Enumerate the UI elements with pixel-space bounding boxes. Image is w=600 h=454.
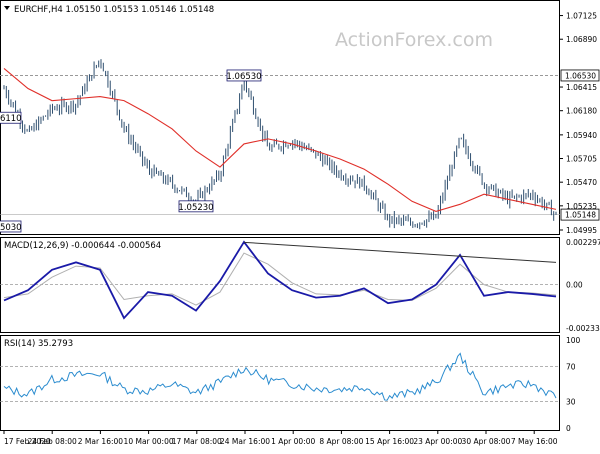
macd-y-tick-label: 0.00: [566, 281, 583, 290]
price-annotation-label: 1.06530: [226, 72, 261, 82]
rsi-panel-frame: [0, 335, 560, 431]
collapse-triangle-icon[interactable]: [4, 6, 10, 10]
price-y-tick-label: 1.05940: [566, 131, 597, 140]
price-y-tick-label: 1.06890: [566, 35, 597, 44]
macd-y-tick-label: -0.002336: [566, 324, 600, 333]
macd-y-tick-label: 0.002297: [566, 238, 600, 247]
price-panel-title: EURCHF,H4 1.05150 1.05153 1.05146 1.0514…: [14, 5, 214, 15]
price-panel-frame: [0, 0, 560, 235]
price-axis-box: [560, 208, 600, 221]
x-tick-label: 17 Feb 2020: [4, 437, 51, 446]
axis-layer: 1.07125 1.06890 1.06415 1.06180 1.05940 1.057…: [3, 12, 600, 446]
rsi-y-tick-label: 100: [566, 336, 581, 345]
price-axis-box-label: 1.05148: [565, 211, 596, 220]
x-tick-label: 17 Mar 08:00: [172, 437, 222, 446]
rsi-y-tick-label: 0: [566, 424, 571, 433]
price-y-tick-label: 1.05235: [566, 202, 597, 211]
x-tick-label: 24 Feb 08:00: [28, 437, 77, 446]
watermark: ActionForex.com: [335, 29, 493, 51]
price-annotation-box: [178, 200, 214, 213]
price-y-tick-label: 1.06415: [566, 83, 597, 92]
price-annotation-label: 1.05230: [178, 203, 213, 213]
macd-main-line: [3, 240, 557, 320]
price-y-tick-label: 1.05705: [566, 155, 597, 164]
macd-trendline: [243, 241, 557, 263]
moving-average-line: [3, 67, 557, 212]
price-y-tick-label: 1.07125: [566, 12, 597, 21]
price-axis-box: [560, 69, 600, 82]
x-tick-label: 2 Mar 16:00: [78, 437, 124, 446]
x-tick-label: 15 Apr 16:00: [365, 437, 414, 446]
rsi-panel-title: RSI(14) 35.2793: [4, 339, 73, 349]
price-annotation-box: [0, 220, 22, 233]
x-tick-label: 24 Mar 16:00: [220, 437, 270, 446]
price-y-tick-label: 1.05470: [566, 178, 597, 187]
macd-layer: [0, 240, 560, 320]
rsi-layer: [0, 352, 560, 403]
price-annotation-box: [0, 111, 22, 124]
rsi-line: [3, 352, 557, 401]
price-y-tick-label: 1.06180: [566, 107, 597, 116]
x-tick-label: 30 Apr 08:00: [462, 437, 511, 446]
rsi-y-tick-label: 70: [566, 362, 576, 371]
x-tick-label: 8 Apr 08:00: [319, 437, 363, 446]
x-tick-label: 1 Apr 00:00: [271, 437, 315, 446]
macd-panel-title: MACD(12,26,9) -0.000644 -0.000564: [4, 241, 161, 251]
price-annotation-box: [226, 69, 262, 82]
price-y-tick-label: 1.04995: [566, 226, 597, 235]
x-tick-label: 10 Mar 00:00: [124, 437, 174, 446]
x-tick-label: 7 May 16:00: [511, 437, 558, 446]
rsi-y-tick-label: 30: [566, 398, 576, 407]
x-tick-label: 23 Apr 00:00: [413, 437, 462, 446]
price-axis-box-label: 1.06530: [565, 71, 596, 80]
